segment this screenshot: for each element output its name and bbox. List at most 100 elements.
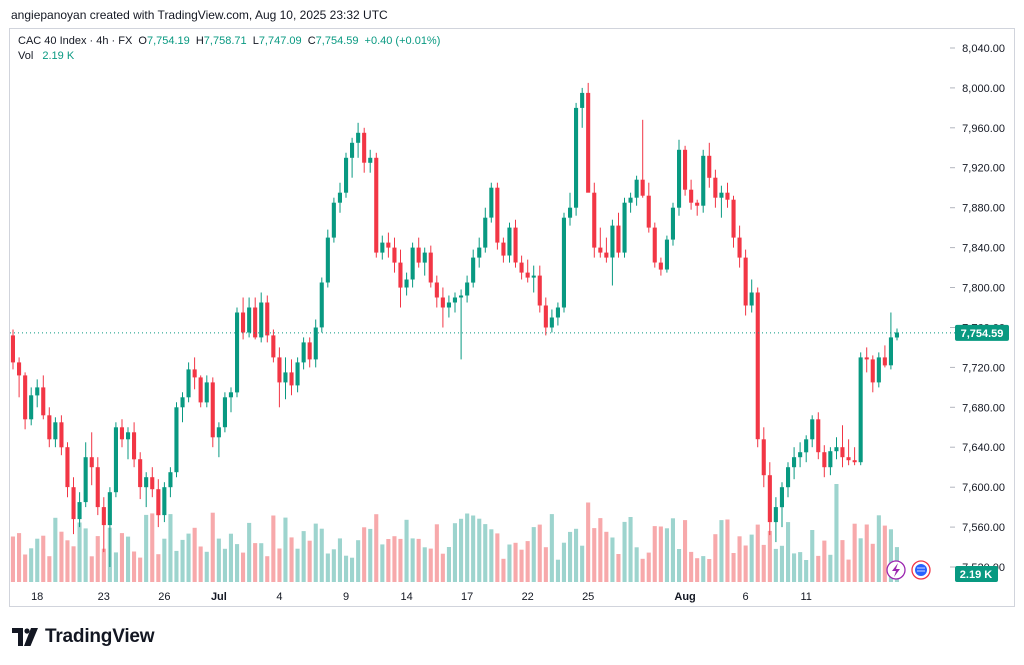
candle-body: [71, 487, 76, 520]
volume-bar: [640, 558, 645, 582]
candle: [350, 137, 355, 178]
candle: [162, 482, 167, 523]
flag-icon[interactable]: [911, 560, 931, 580]
candle: [592, 182, 597, 258]
candle: [101, 497, 106, 553]
volume-bar: [150, 513, 155, 582]
candle: [89, 432, 94, 486]
volume-bar: [186, 533, 191, 582]
candle: [828, 447, 833, 476]
volume-bar: [29, 548, 34, 582]
volume-bar: [265, 556, 270, 582]
lightning-icon[interactable]: [886, 560, 906, 580]
tradingview-footer[interactable]: TradingView: [12, 626, 155, 648]
candle-body: [307, 342, 312, 360]
candle: [362, 127, 367, 173]
candle: [398, 249, 403, 308]
volume-bar: [804, 560, 809, 582]
candle-body: [786, 467, 791, 488]
volume-bar: [210, 512, 215, 582]
candle-body: [289, 372, 294, 386]
volume-bar: [773, 548, 778, 582]
chart-frame[interactable]: [9, 28, 1015, 607]
candle-body: [452, 297, 457, 303]
candle: [156, 479, 161, 528]
volume-bar: [670, 518, 675, 582]
candle-body: [477, 247, 482, 258]
candle: [537, 265, 542, 313]
candle: [416, 237, 421, 268]
candle-body: [83, 457, 88, 503]
open-label: O: [138, 35, 147, 47]
candle: [337, 182, 342, 213]
candle-body: [670, 207, 675, 240]
candle: [313, 319, 318, 368]
volume-bar: [216, 538, 221, 582]
candle: [319, 277, 324, 333]
candle: [616, 212, 621, 258]
candle-body: [29, 395, 34, 420]
candle: [689, 179, 694, 210]
candle-body: [610, 225, 615, 258]
x-tick-label: 4: [276, 591, 282, 603]
candle: [525, 259, 530, 283]
candle-body: [241, 312, 246, 333]
candle-body: [604, 252, 609, 258]
volume-bar: [604, 531, 609, 582]
candle: [822, 445, 827, 478]
volume-bar: [495, 533, 500, 582]
candle-body: [749, 292, 754, 306]
y-tick-label: 7,560.00: [962, 522, 1005, 534]
candle-body: [228, 392, 233, 398]
time-axis[interactable]: 18 23 26 Jul 4 9 14 17 22 25 Aug 6 11: [31, 591, 812, 603]
candle-body: [283, 372, 288, 383]
candle: [216, 422, 221, 458]
candle: [695, 199, 700, 216]
candle: [59, 415, 64, 456]
volume-bar: [465, 513, 470, 582]
volume-bar: [344, 555, 349, 582]
volume-bar: [47, 556, 52, 582]
candle-body: [894, 332, 899, 338]
close-label: C: [307, 35, 316, 47]
y-tick-label: 7,840.00: [962, 243, 1005, 255]
candle: [604, 237, 609, 263]
candle-body: [356, 132, 361, 143]
volume-bar: [126, 536, 131, 582]
candle-body: [101, 507, 106, 526]
candle-body: [664, 239, 669, 270]
volume-bar: [95, 536, 100, 582]
candle: [446, 295, 451, 318]
volume-bar: [846, 559, 851, 582]
candle-body: [374, 157, 379, 253]
chart-attribution: angiepanoyan created with TradingView.co…: [11, 8, 388, 22]
volume-bar: [247, 522, 252, 582]
candle: [144, 472, 149, 508]
price-axis[interactable]: 7,520.007,560.007,600.007,640.007,680.00…: [950, 43, 1005, 574]
candle-body: [549, 317, 554, 328]
volume-bar: [222, 548, 227, 582]
x-tick-label: 9: [343, 591, 349, 603]
candle: [798, 442, 803, 468]
x-tick-label: 22: [522, 591, 534, 603]
volume-bar: [737, 536, 742, 582]
candle: [235, 307, 240, 398]
volume-bar: [701, 556, 706, 582]
volume-bar: [677, 549, 682, 582]
x-tick-label: 23: [98, 591, 110, 603]
candle-body: [719, 192, 724, 198]
candle: [271, 329, 276, 363]
y-tick-label: 7,720.00: [962, 362, 1005, 374]
candle-body: [713, 177, 718, 198]
y-tick-label: 7,600.00: [962, 482, 1005, 494]
volume-bar: [725, 519, 730, 582]
candle: [713, 169, 718, 208]
high-value: 7,758.71: [203, 35, 247, 47]
candle: [586, 82, 591, 193]
volume-bar: [113, 552, 118, 582]
volume-bar: [440, 553, 445, 582]
candle-body: [513, 227, 518, 263]
candle-body: [592, 192, 597, 248]
volume-bar: [888, 529, 893, 582]
